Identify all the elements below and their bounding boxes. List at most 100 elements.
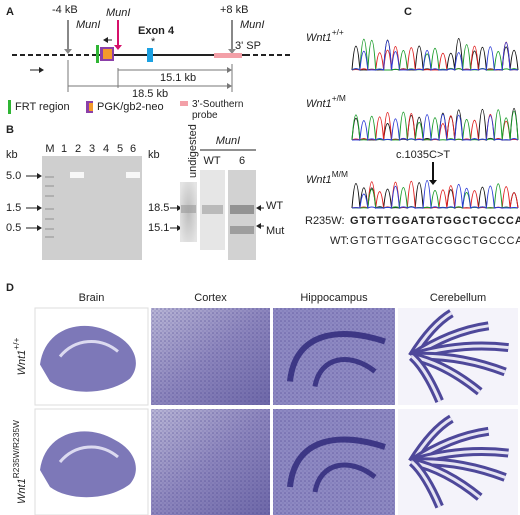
size-label: 5.0 <box>6 170 21 182</box>
legend-swatch <box>180 101 188 106</box>
row-label: Wnt1R235W/R235W <box>11 420 28 504</box>
arrow-head <box>228 49 236 54</box>
band-label: Mut <box>266 225 284 237</box>
genotype-superscript: R235W/R235W <box>11 420 21 478</box>
arrow-head <box>177 205 182 211</box>
marker-label: +8 kB <box>220 4 248 16</box>
genotype-superscript: +/+ <box>11 337 21 349</box>
legend-swatch <box>8 100 11 114</box>
probe-label: 3' SP <box>235 40 261 52</box>
legend-text: 3'-Southern probe <box>192 99 244 121</box>
enzyme-label: MunI <box>76 19 100 31</box>
hippocampus-layer <box>312 357 377 388</box>
arrow-head <box>256 205 261 211</box>
arrow-head <box>39 67 44 73</box>
arrow-head <box>37 225 42 231</box>
lane-label: undigested <box>187 124 199 178</box>
legend-swatch <box>89 103 93 111</box>
band-label: WT <box>266 200 283 212</box>
exon-box <box>147 48 153 62</box>
hippocampus-layer <box>287 331 386 382</box>
lane-label: 6 <box>239 155 245 167</box>
arrow-head <box>177 225 182 231</box>
probe-box <box>214 53 242 58</box>
image-texture <box>151 409 270 515</box>
legend-text: FRT region <box>15 101 70 113</box>
chromatogram-trace <box>351 109 519 141</box>
column-header: Cerebellum <box>430 292 486 304</box>
brain-section <box>40 431 136 498</box>
arrow-head <box>37 173 42 179</box>
brain-section <box>58 445 119 464</box>
ladder-band <box>45 228 54 230</box>
blot <box>228 170 256 260</box>
lane-label: 6 <box>130 143 136 155</box>
chromatogram-trace <box>351 40 519 71</box>
ladder-band <box>45 195 54 197</box>
image-texture <box>151 308 270 405</box>
gene-name: Wnt1 <box>16 350 28 376</box>
gene-name: Wnt1 <box>306 32 332 44</box>
gel-band <box>126 172 140 178</box>
hippocampus-layer <box>312 462 377 493</box>
chromatogram-trace <box>351 37 519 71</box>
cerebellum-folium <box>410 355 442 402</box>
lane-label: 1 <box>61 143 67 155</box>
ladder-band <box>45 185 54 187</box>
size-label: 0.5 <box>6 222 21 234</box>
gel <box>42 156 142 260</box>
gene-name: Wnt1 <box>16 478 28 504</box>
arrow-head <box>37 205 42 211</box>
arrow-head <box>227 67 232 73</box>
column-header: Cortex <box>194 292 227 304</box>
lane-label: 4 <box>103 143 109 155</box>
distance-label: 15.1 kb <box>160 72 196 84</box>
arrow-head <box>114 45 122 50</box>
panel-label: B <box>6 124 14 136</box>
size-label: 1.5 <box>6 202 21 214</box>
genotype-label: Wnt1+/M <box>306 93 346 110</box>
blot-band <box>230 205 254 214</box>
chromatogram-trace <box>351 112 519 141</box>
brain-section <box>58 339 119 358</box>
lane-label: 3 <box>89 143 95 155</box>
chromatogram-trace <box>351 41 519 71</box>
size-label: 18.5 <box>148 202 169 214</box>
panel-label: A <box>6 6 14 18</box>
blot-band <box>202 205 223 214</box>
lane-label: 2 <box>75 143 81 155</box>
row-label: Wnt1+/+ <box>11 337 28 375</box>
marker-label: -4 kB <box>52 4 78 16</box>
legend-text: PGK/gb2-neo <box>97 101 164 113</box>
lane-label: 5 <box>117 143 123 155</box>
hippocampus-layer <box>287 436 386 488</box>
genotype-label: Wnt1M/M <box>306 169 348 186</box>
enzyme-label: MunI <box>240 19 264 31</box>
brain-section <box>40 325 136 392</box>
arrow-head <box>256 223 261 229</box>
ladder-band <box>45 236 54 238</box>
gene-name: Wnt1 <box>306 98 332 110</box>
image-texture <box>273 409 395 515</box>
column-header: Hippocampus <box>300 292 368 304</box>
gene-name: Wnt1 <box>306 174 332 186</box>
sequence: GTGTTGGATGTGGCTGCCCAC <box>350 215 520 227</box>
image-texture <box>273 308 395 405</box>
gel-band <box>70 172 84 178</box>
arrow-head <box>64 49 72 54</box>
frt-mark <box>96 45 99 63</box>
arrow-head <box>429 180 437 185</box>
arrow-head <box>103 37 108 43</box>
cerebellum-folium <box>410 460 442 508</box>
neo-box <box>103 49 112 59</box>
blot-band <box>230 226 254 234</box>
exon-label: Exon 4 <box>138 25 175 37</box>
ladder-band <box>45 218 54 220</box>
axis-unit: kb <box>148 149 160 161</box>
sequence: GTGTTGGATGCGGCTGCCCAC <box>350 235 520 247</box>
chromatogram-trace <box>351 180 519 209</box>
panel-label: D <box>6 282 14 294</box>
enzyme-label: MunI <box>106 7 130 19</box>
genotype-superscript: M/M <box>332 169 348 179</box>
